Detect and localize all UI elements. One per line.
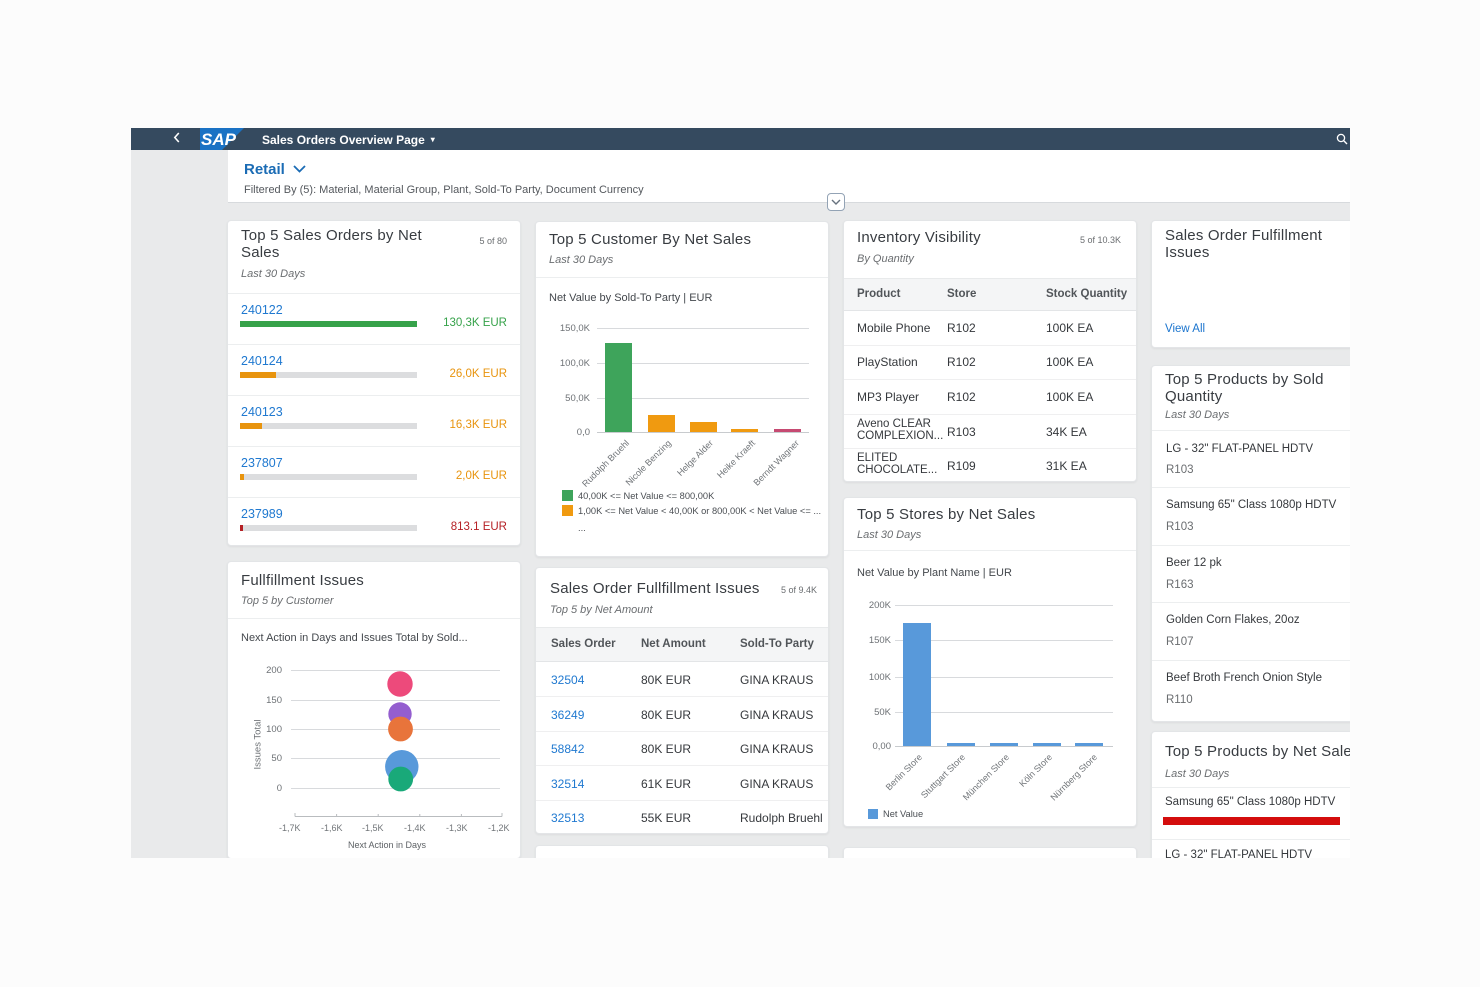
svg-text:SAP: SAP xyxy=(201,130,237,149)
